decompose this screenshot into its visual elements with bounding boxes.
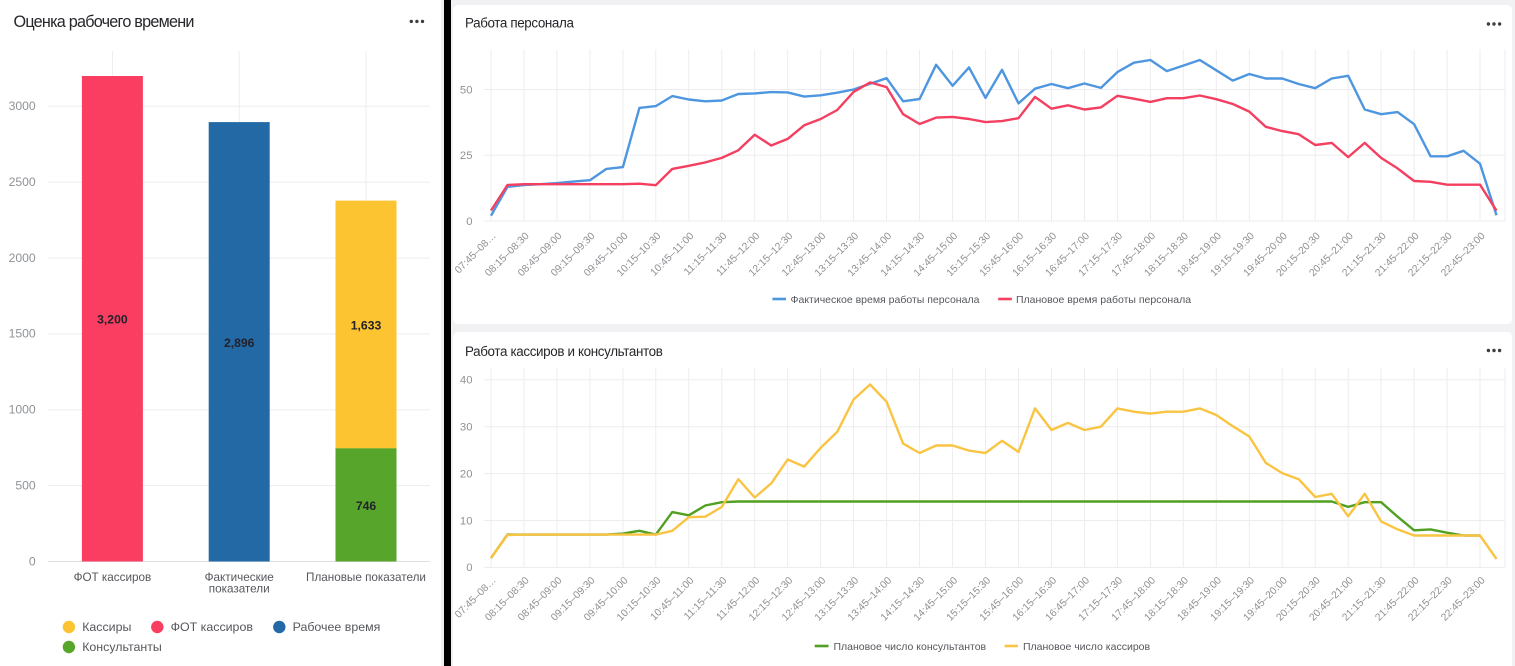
svg-text:ФОТ кассиров: ФОТ кассиров [171,620,254,634]
svg-text:3000: 3000 [9,99,36,113]
svg-text:1000: 1000 [9,403,36,417]
svg-text:Работа кассиров и консультанто: Работа кассиров и консультантов [465,344,663,359]
svg-text:2500: 2500 [9,175,36,189]
svg-text:0: 0 [29,554,36,568]
svg-text:746: 746 [356,499,377,513]
svg-text:Фактические: Фактические [205,571,274,584]
svg-text:Плановое число кассиров: Плановое число кассиров [1023,641,1151,653]
svg-text:25: 25 [460,150,473,162]
svg-text:Работа персонала: Работа персонала [465,16,574,31]
svg-text:ФОТ кассиров: ФОТ кассиров [74,571,152,584]
svg-text:40: 40 [460,375,473,387]
svg-text:Плановые показатели: Плановые показатели [306,571,426,584]
svg-text:50: 50 [460,84,473,96]
svg-text:Кассиры: Кассиры [82,620,131,634]
svg-text:10: 10 [460,515,473,527]
svg-text:Оценка рабочего времени: Оценка рабочего времени [14,13,194,31]
svg-text:1500: 1500 [9,327,36,341]
svg-text:Фактическое время работы персо: Фактическое время работы персонала [791,294,980,306]
svg-text:Рабочее время: Рабочее время [293,620,381,634]
svg-text:1,633: 1,633 [351,318,382,332]
svg-text:2000: 2000 [9,251,36,265]
svg-text:Плановое время работы персонал: Плановое время работы персонала [1016,294,1191,306]
svg-text:0: 0 [466,562,472,574]
svg-text:показатели: показатели [209,583,270,596]
svg-text:Плановое число консультантов: Плановое число консультантов [834,641,987,653]
svg-text:500: 500 [15,478,36,492]
svg-text:Консультанты: Консультанты [82,640,162,654]
svg-text:2,896: 2,896 [224,336,255,350]
svg-text:0: 0 [466,216,472,228]
svg-text:20: 20 [460,468,473,480]
svg-text:30: 30 [460,422,473,434]
svg-text:3,200: 3,200 [97,313,128,327]
